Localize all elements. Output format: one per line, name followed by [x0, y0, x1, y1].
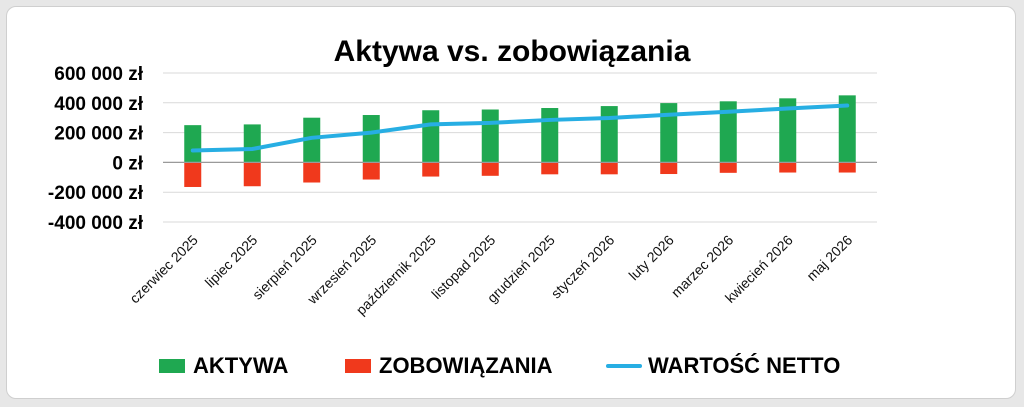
legend-label: ZOBOWIĄZANIA — [379, 353, 553, 378]
liability-bar — [243, 162, 261, 187]
y-axis-ticks: 600 000 zł 400 000 zł 200 000 zł 0 zł -200 0… — [48, 64, 144, 234]
asset-bar — [600, 106, 618, 163]
asset-bar — [779, 98, 797, 163]
y-tick-label: 400 000 zł — [54, 94, 143, 115]
x-tick-label: czerwiec 2025 — [126, 232, 201, 307]
liability-bar — [362, 162, 380, 180]
asset-bar — [422, 110, 440, 163]
legend-swatch-liabilities — [345, 359, 371, 373]
net-value-line — [190, 103, 850, 153]
y-tick-label: -200 000 zł — [48, 183, 144, 204]
liability-bar — [719, 162, 737, 173]
asset-bar — [541, 108, 559, 163]
chart-svg: Aktywa vs. zobowiązania 600 000 zł 400 00… — [48, 35, 877, 378]
asset-bar — [184, 125, 202, 163]
asset-bar — [719, 101, 737, 163]
legend-label: AKTYWA — [193, 353, 288, 378]
legend: AKTYWA ZOBOWIĄZANIA WARTOŚĆ NETTO — [159, 353, 840, 378]
chart-title: Aktywa vs. zobowiązania — [334, 35, 691, 68]
liability-bar — [660, 162, 678, 175]
liability-bar — [184, 162, 202, 187]
liability-bar — [779, 162, 797, 173]
legend-label: WARTOŚĆ NETTO — [648, 353, 840, 378]
y-tick-label: -400 000 zł — [48, 213, 144, 234]
asset-bar — [243, 124, 261, 163]
x-tick-label: lipiec 2025 — [202, 232, 261, 291]
liability-bar — [303, 162, 321, 183]
asset-bar — [838, 95, 856, 163]
x-tick-label: luty 2026 — [625, 232, 677, 284]
asset-bar — [362, 115, 380, 163]
y-tick-label: 0 zł — [112, 153, 143, 174]
asset-bar — [481, 109, 499, 163]
net-value-line-group — [190, 103, 850, 153]
liability-bar — [541, 162, 559, 175]
legend-swatch-assets — [159, 359, 185, 373]
liability-bar — [600, 162, 618, 175]
asset-bar — [660, 103, 678, 163]
y-tick-label: 600 000 zł — [54, 64, 143, 85]
liability-bar — [838, 162, 856, 173]
chart-card: Aktywa vs. zobowiązania 600 000 zł 400 00… — [6, 6, 1016, 399]
x-tick-label: styczeń 2026 — [548, 232, 618, 302]
y-tick-label: 200 000 zł — [54, 124, 143, 145]
liability-bar — [422, 162, 440, 177]
liability-bar — [481, 162, 499, 176]
x-tick-label: maj 2026 — [803, 232, 855, 284]
asset-bar — [303, 117, 321, 163]
